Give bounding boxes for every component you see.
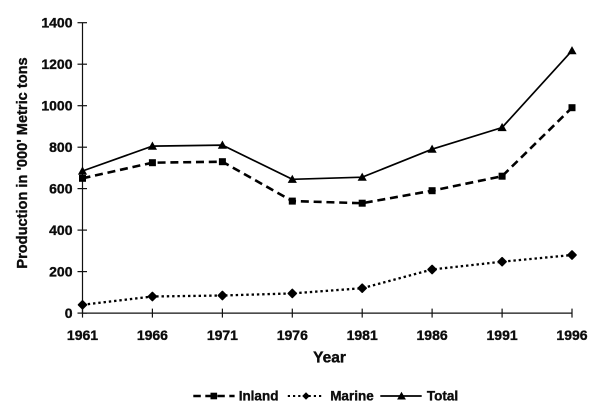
svg-text:800: 800 bbox=[49, 139, 73, 155]
svg-text:1971: 1971 bbox=[207, 327, 238, 343]
svg-text:1976: 1976 bbox=[277, 327, 308, 343]
svg-text:1991: 1991 bbox=[487, 327, 518, 343]
svg-text:0: 0 bbox=[65, 305, 73, 321]
svg-text:600: 600 bbox=[49, 181, 73, 197]
svg-text:Year: Year bbox=[313, 350, 346, 367]
svg-text:1986: 1986 bbox=[417, 327, 448, 343]
svg-text:1961: 1961 bbox=[67, 327, 98, 343]
svg-text:400: 400 bbox=[49, 222, 73, 238]
svg-text:1200: 1200 bbox=[41, 56, 72, 72]
svg-text:Production in '000' Metric ton: Production in '000' Metric tons bbox=[15, 57, 31, 268]
svg-text:1400: 1400 bbox=[41, 15, 72, 31]
svg-text:Total: Total bbox=[427, 389, 458, 404]
svg-text:Inland: Inland bbox=[239, 389, 279, 404]
svg-text:Marine: Marine bbox=[330, 389, 374, 404]
svg-text:1966: 1966 bbox=[137, 327, 168, 343]
svg-text:1996: 1996 bbox=[556, 327, 587, 343]
svg-text:200: 200 bbox=[49, 264, 73, 280]
svg-text:1981: 1981 bbox=[347, 327, 378, 343]
svg-text:1000: 1000 bbox=[41, 98, 72, 114]
